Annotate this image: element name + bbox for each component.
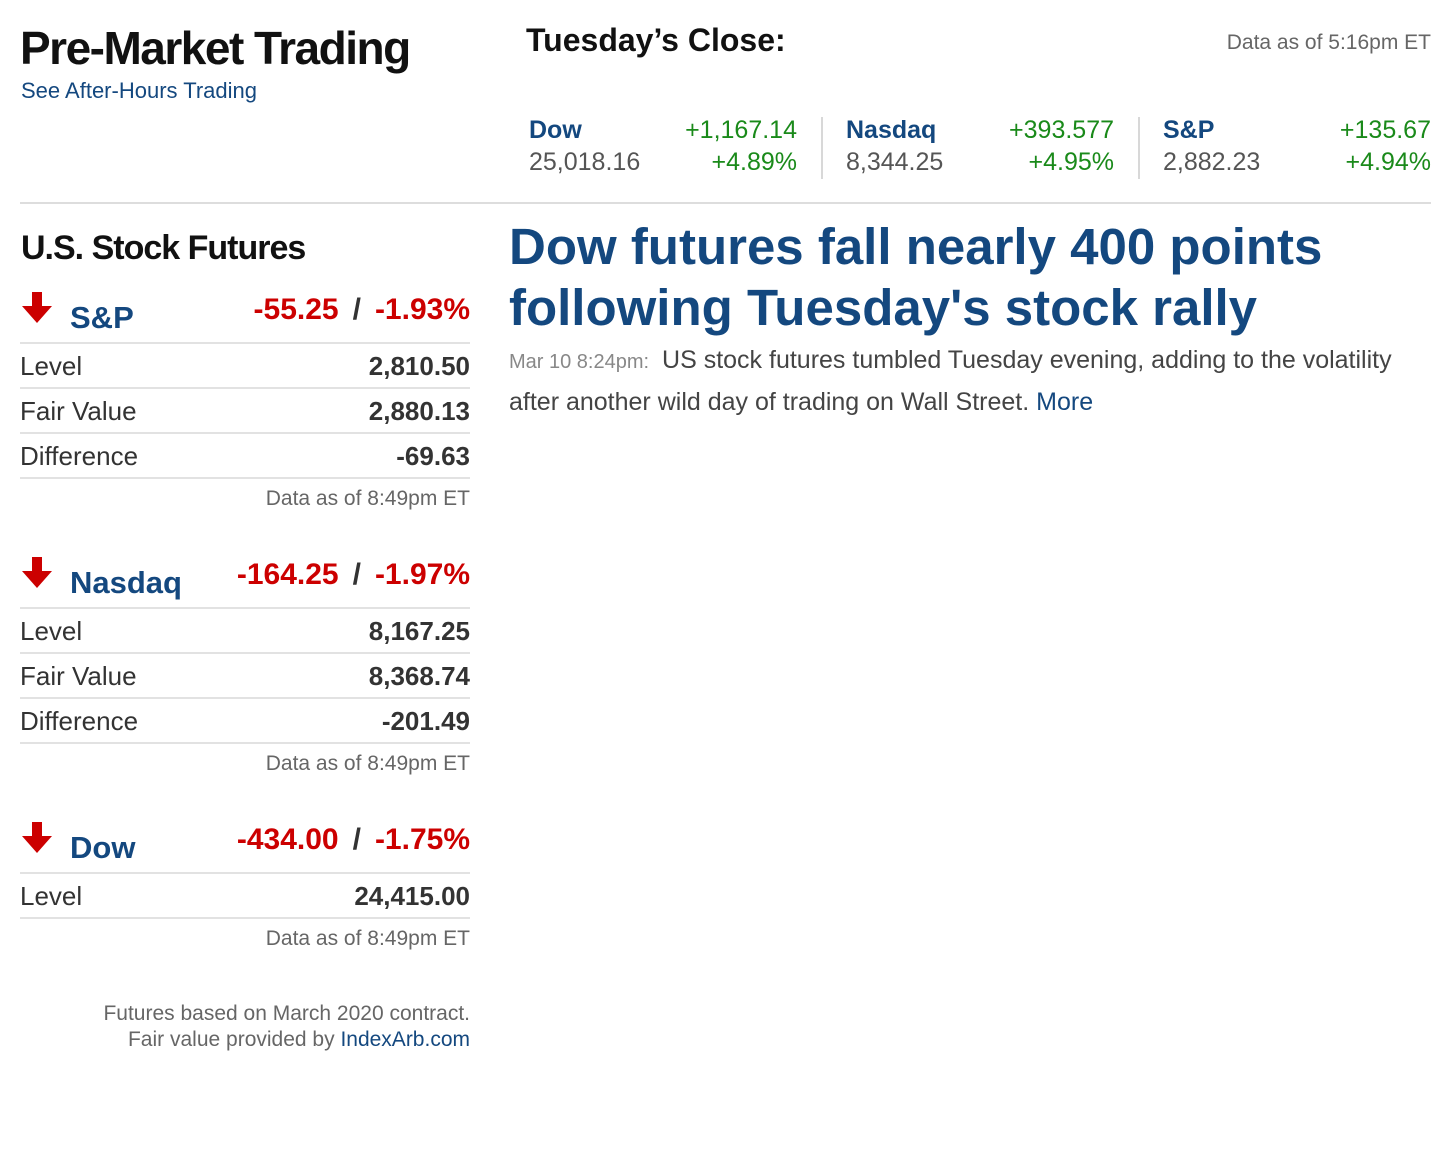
futures-row-level: Level 24,415.00 [20, 874, 470, 919]
futures-as-of: Data as of 8:49pm ET [265, 487, 470, 510]
futures-change-percent: -1.97% [374, 558, 470, 591]
row-label: Difference [20, 706, 139, 736]
futures-change-points: -434.00 [236, 823, 339, 856]
futures-change-points: -55.25 [253, 293, 339, 326]
futures-header: Dow -434.00 / -1.75% [20, 820, 470, 874]
futures-change: -55.25 / -1.93% [254, 292, 470, 328]
futures-header: Nasdaq -164.25 / -1.97% [20, 555, 470, 609]
row-label: Level [20, 351, 83, 381]
close-index-level: 25,018.16 [529, 148, 641, 176]
futures-change-separator: / [352, 558, 361, 591]
close-index-change: +393.577 [1009, 116, 1114, 144]
after-hours-link[interactable]: See After-Hours Trading [21, 78, 258, 103]
close-divider [821, 117, 823, 179]
futures-as-of: Data as of 8:49pm ET [265, 927, 470, 950]
futures-block-sp: S&P -55.25 / -1.93% Level 2,810.50 Fair Va… [20, 290, 470, 512]
futures-change: -434.00 / -1.75% [237, 822, 470, 858]
article-timestamp: Mar 10 8:24pm: [509, 351, 650, 373]
close-index-dow[interactable]: Dow +1,167.14 25,018.16 +4.89% [529, 114, 797, 182]
futures-row-level: Level 8,167.25 [20, 609, 470, 654]
article-more-link[interactable]: More [1036, 388, 1094, 416]
futures-contract-note: Futures based on March 2020 contract. [103, 1002, 470, 1025]
row-value: -69.63 [396, 441, 470, 471]
futures-change-separator: / [352, 823, 361, 856]
close-index-pct: +4.95% [1028, 148, 1115, 176]
close-index-pct: +4.89% [711, 148, 798, 176]
fair-value-credit-text: Fair value provided by [127, 1028, 335, 1051]
futures-change-percent: -1.75% [374, 823, 470, 856]
row-value: 8,167.25 [368, 616, 470, 646]
close-index-name[interactable]: Dow [529, 116, 582, 144]
futures-index-link[interactable]: S&P [70, 300, 134, 335]
futures-change-separator: / [352, 293, 361, 326]
down-arrow-icon [22, 292, 52, 323]
close-index-sp[interactable]: S&P +135.67 2,882.23 +4.94% [1163, 114, 1431, 182]
futures-row-level: Level 2,810.50 [20, 344, 470, 389]
close-index-name[interactable]: Nasdaq [846, 116, 937, 144]
row-label: Fair Value [20, 396, 137, 426]
close-index-change: +135.67 [1339, 116, 1431, 144]
row-label: Level [20, 616, 83, 646]
futures-index-link[interactable]: Nasdaq [70, 565, 182, 600]
futures-row-fair-value: Fair Value 2,880.13 [20, 389, 470, 434]
futures-change-percent: -1.93% [374, 293, 470, 326]
article-summary: Mar 10 8:24pm: US stock futures tumbled … [509, 340, 1409, 422]
row-value: 2,880.13 [368, 396, 470, 426]
close-divider [1138, 117, 1140, 179]
fair-value-credit: Fair value provided by IndexArb.com [20, 1027, 470, 1053]
futures-change-points: -164.25 [236, 558, 339, 591]
close-index-pct: +4.94% [1345, 148, 1431, 176]
close-as-of: Data as of 5:16pm ET [1226, 31, 1431, 54]
row-value: 8,368.74 [368, 661, 470, 691]
close-index-name[interactable]: S&P [1163, 116, 1215, 144]
futures-header: S&P -55.25 / -1.93% [20, 290, 470, 344]
down-arrow-icon [22, 822, 52, 853]
row-label: Level [20, 881, 83, 911]
header-divider [20, 202, 1431, 204]
futures-row-difference: Difference -69.63 [20, 434, 470, 479]
indexarb-link[interactable]: IndexArb.com [340, 1028, 470, 1051]
row-label: Difference [20, 441, 139, 471]
close-title: Tuesday’s Close: [526, 22, 786, 58]
row-value: -201.49 [381, 706, 470, 736]
close-index-nasdaq[interactable]: Nasdaq +393.577 8,344.25 +4.95% [846, 114, 1114, 182]
row-value: 24,415.00 [354, 881, 470, 911]
futures-as-of: Data as of 8:49pm ET [265, 752, 470, 775]
futures-footnote: Futures based on March 2020 contract. Fa… [20, 1001, 470, 1053]
close-index-level: 2,882.23 [1163, 148, 1261, 176]
row-label: Fair Value [20, 661, 137, 691]
futures-block-dow: Dow -434.00 / -1.75% Level 24,415.00 Data … [20, 820, 470, 952]
row-value: 2,810.50 [368, 351, 470, 381]
futures-row-fair-value: Fair Value 8,368.74 [20, 654, 470, 699]
close-index-change: +1,167.14 [685, 116, 797, 144]
down-arrow-icon [22, 557, 52, 588]
futures-row-difference: Difference -201.49 [20, 699, 470, 744]
article-headline[interactable]: Dow futures fall nearly 400 points follo… [509, 218, 1323, 336]
futures-block-nasdaq: Nasdaq -164.25 / -1.97% Level 8,167.25 Fai… [20, 555, 470, 777]
futures-index-link[interactable]: Dow [70, 830, 136, 865]
futures-title: U.S. Stock Futures [21, 229, 306, 267]
futures-change: -164.25 / -1.97% [237, 557, 470, 593]
page-title: Pre-Market Trading [20, 22, 411, 74]
close-index-level: 8,344.25 [846, 148, 944, 176]
article-summary-text: US stock futures tumbled Tuesday evening… [509, 346, 1392, 416]
